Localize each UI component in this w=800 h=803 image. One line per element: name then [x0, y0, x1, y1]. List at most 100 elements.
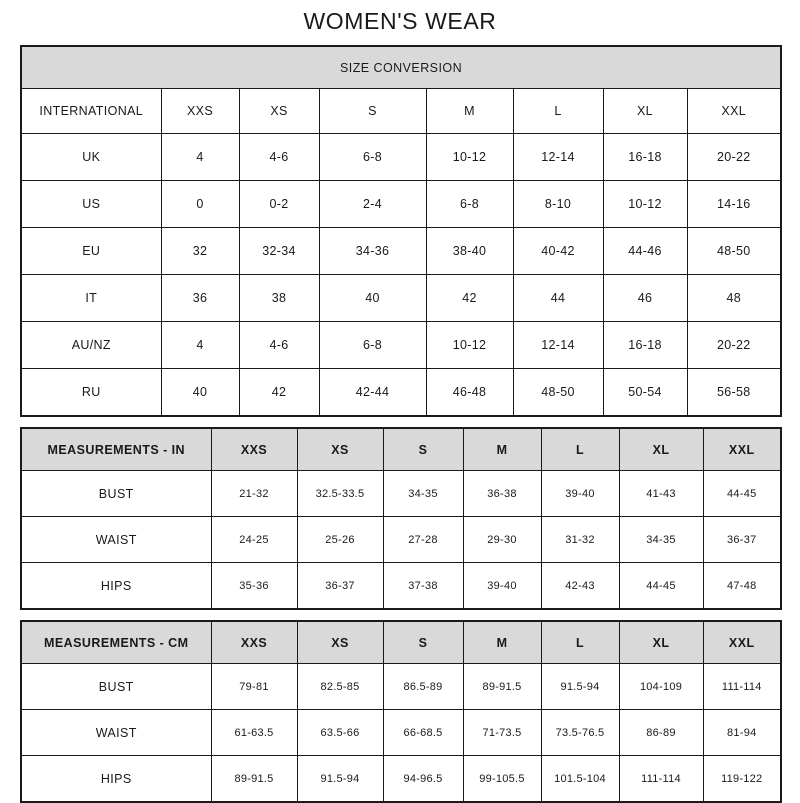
cell-us-xl: 10-12: [602, 180, 688, 229]
cell-in-hips-s: 37-38: [382, 562, 464, 610]
cell-ru-xs: 42: [238, 368, 320, 417]
table-row: BUST 21-32 32.5-33.5 34-35 36-38 39-40 4…: [20, 470, 782, 518]
cell-eu-m: 38-40: [425, 227, 514, 276]
cell-in-hips-m: 39-40: [462, 562, 542, 610]
cell-in-bust-l: 39-40: [540, 470, 620, 518]
row-label-in-waist: WAIST: [20, 516, 212, 564]
cell-in-hips-xs: 36-37: [296, 562, 384, 610]
row-label-ru: RU: [20, 368, 162, 417]
cell-ru-xxl: 56-58: [686, 368, 782, 417]
cell-in-waist-xs: 25-26: [296, 516, 384, 564]
cell-aunz-xxl: 20-22: [686, 321, 782, 370]
cell-cm-hips-s: 94-96.5: [382, 755, 464, 803]
cell-ru-m: 46-48: [425, 368, 514, 417]
cell-in-bust-s: 34-35: [382, 470, 464, 518]
cell-aunz-xs: 4-6: [238, 321, 320, 370]
cell-us-xxs: 0: [160, 180, 240, 229]
cell-aunz-xl: 16-18: [602, 321, 688, 370]
table-row: HIPS 89-91.5 91.5-94 94-96.5 99-105.5 10…: [20, 755, 782, 803]
cell-cm-hips-l: 101.5-104: [540, 755, 620, 803]
cell-in-waist-l: 31-32: [540, 516, 620, 564]
cell-cm-waist-m: 71-73.5: [462, 709, 542, 757]
cell-cm-hips-xs: 91.5-94: [296, 755, 384, 803]
cell-in-bust-xl: 41-43: [618, 470, 704, 518]
column-header-s: S: [318, 88, 427, 135]
table-row: BUST 79-81 82.5-85 86.5-89 89-91.5 91.5-…: [20, 663, 782, 711]
column-header-cm-xl: XL: [618, 620, 704, 665]
cell-cm-waist-xs: 63.5-66: [296, 709, 384, 757]
cell-in-bust-xs: 32.5-33.5: [296, 470, 384, 518]
column-header-cm-l: L: [540, 620, 620, 665]
measurements-inches-table: MEASUREMENTS - IN XXS XS S M L XL XXL BU…: [20, 427, 782, 611]
cell-uk-l: 12-14: [512, 133, 604, 182]
cell-eu-xxl: 48-50: [686, 227, 782, 276]
row-label-eu: EU: [20, 227, 162, 276]
cell-us-s: 2-4: [318, 180, 427, 229]
column-header-in-xxl: XXL: [702, 427, 782, 472]
column-header-cm-s: S: [382, 620, 464, 665]
cell-it-xxl: 48: [686, 274, 782, 323]
row-label-in-bust: BUST: [20, 470, 212, 518]
cell-cm-hips-xxs: 89-91.5: [210, 755, 298, 803]
size-conversion-table: SIZE CONVERSION INTERNATIONAL XXS XS S M…: [20, 45, 783, 418]
cell-cm-bust-s: 86.5-89: [382, 663, 464, 711]
cell-in-hips-xxs: 35-36: [210, 562, 298, 610]
column-header-xxl: XXL: [686, 88, 782, 135]
table-row: US 0 0-2 2-4 6-8 8-10 10-12 14-16: [20, 180, 782, 229]
cell-us-xxl: 14-16: [686, 180, 782, 229]
cell-cm-waist-l: 73.5-76.5: [540, 709, 620, 757]
row-label-it: IT: [20, 274, 162, 323]
column-header-international: INTERNATIONAL: [20, 88, 162, 135]
table-row: EU 32 32-34 34-36 38-40 40-42 44-46 48-5…: [20, 227, 782, 276]
row-label-cm-waist: WAIST: [20, 709, 212, 757]
column-header-in-l: L: [540, 427, 620, 472]
cell-cm-waist-xxs: 61-63.5: [210, 709, 298, 757]
column-header-xl: XL: [602, 88, 688, 135]
page-title: WOMEN'S WEAR: [303, 8, 497, 34]
cell-cm-waist-s: 66-68.5: [382, 709, 464, 757]
cell-cm-hips-m: 99-105.5: [462, 755, 542, 803]
row-label-in-hips: HIPS: [20, 562, 212, 610]
cell-it-xs: 38: [238, 274, 320, 323]
cell-cm-waist-xl: 86-89: [618, 709, 704, 757]
table-row: RU 40 42 42-44 46-48 48-50 50-54 56-58: [20, 368, 782, 417]
cell-uk-xxl: 20-22: [686, 133, 782, 182]
size-conversion-header-row: INTERNATIONAL XXS XS S M L XL XXL: [20, 88, 782, 135]
column-header-in-xl: XL: [618, 427, 704, 472]
column-header-measurements-in: MEASUREMENTS - IN: [20, 427, 212, 472]
size-conversion-banner: SIZE CONVERSION: [20, 45, 782, 90]
cell-cm-bust-xxs: 79-81: [210, 663, 298, 711]
column-header-cm-m: M: [462, 620, 542, 665]
cell-ru-s: 42-44: [318, 368, 427, 417]
size-conversion-banner-row: SIZE CONVERSION: [20, 45, 782, 90]
cell-it-xl: 46: [602, 274, 688, 323]
cell-aunz-m: 10-12: [425, 321, 514, 370]
cell-it-s: 40: [318, 274, 427, 323]
row-label-us: US: [20, 180, 162, 229]
column-header-m: M: [425, 88, 514, 135]
cell-eu-xs: 32-34: [238, 227, 320, 276]
cell-it-xxs: 36: [160, 274, 240, 323]
table-row: WAIST 61-63.5 63.5-66 66-68.5 71-73.5 73…: [20, 709, 782, 757]
cell-eu-xxs: 32: [160, 227, 240, 276]
cell-uk-m: 10-12: [425, 133, 514, 182]
column-header-xs: XS: [238, 88, 320, 135]
cell-us-m: 6-8: [425, 180, 514, 229]
cell-in-waist-xl: 34-35: [618, 516, 704, 564]
measurements-cm-table: MEASUREMENTS - CM XXS XS S M L XL XXL BU…: [20, 620, 782, 803]
cell-ru-xxs: 40: [160, 368, 240, 417]
column-header-cm-xxs: XXS: [210, 620, 298, 665]
cell-eu-s: 34-36: [318, 227, 427, 276]
cell-uk-xxs: 4: [160, 133, 240, 182]
column-header-in-m: M: [462, 427, 542, 472]
cell-cm-bust-xxl: 111-114: [702, 663, 782, 711]
cell-uk-s: 6-8: [318, 133, 427, 182]
column-header-in-xs: XS: [296, 427, 384, 472]
cell-cm-bust-m: 89-91.5: [462, 663, 542, 711]
cell-uk-xl: 16-18: [602, 133, 688, 182]
cell-cm-bust-l: 91.5-94: [540, 663, 620, 711]
cell-in-hips-xl: 44-45: [618, 562, 704, 610]
table-row: IT 36 38 40 42 44 46 48: [20, 274, 782, 323]
table-row: WAIST 24-25 25-26 27-28 29-30 31-32 34-3…: [20, 516, 782, 564]
